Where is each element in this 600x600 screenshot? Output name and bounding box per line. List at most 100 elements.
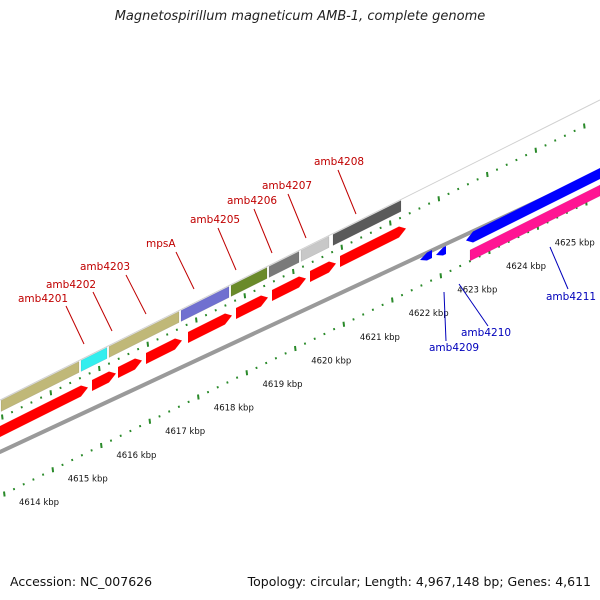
tick-mark-lower [22,483,25,486]
tick-mark-upper [457,187,460,191]
tick-mark-lower [245,370,249,376]
gene-mpsA [180,286,230,322]
leader-amb4209 [443,291,447,342]
label-amb4207: amb4207 [262,180,312,192]
cds-arrow [146,338,182,364]
tick-mark-upper [505,163,508,167]
tick-mark-lower [41,473,45,476]
tick-label: 4622 kbp [409,309,449,319]
leader-amb4206 [253,208,273,254]
track-lines [0,99,600,454]
tick-mark-upper [466,182,470,186]
tick-mark-upper [544,144,547,147]
tick-marks [1,123,588,497]
tick-mark-upper [524,153,528,157]
tick-mark-upper [243,293,247,299]
tick-mark-lower [313,337,316,341]
tick-mark-lower [342,321,346,327]
tick-mark-upper [427,202,431,205]
leader-amb4201 [65,305,85,345]
outer-track-line [0,99,600,401]
tick-mark-upper [583,123,586,129]
tick-label: 4623 kbp [457,286,497,296]
cds-arrow [340,226,406,267]
tick-label: 4625 kbp [555,238,595,248]
tick-mark-lower [206,390,210,394]
leader-amb4208 [337,169,357,215]
tick-mark-upper [340,244,344,250]
tick-mark-lower [138,424,142,428]
features [0,168,600,437]
tick-mark-upper [515,158,518,162]
tick-label: 4616 kbp [116,451,156,461]
tick-mark-upper [573,129,576,133]
tick-mark-lower [177,405,181,408]
tick-label: 4624 kbp [506,262,546,272]
tick-mark-upper [379,226,382,230]
tick-mark-upper [146,341,150,347]
gene-amb4203 [108,311,180,358]
tick-mark-lower [303,342,307,345]
tick-mark-lower [32,478,35,481]
tick-mark-lower [100,442,103,449]
label-mpsA: mpsA [146,238,176,250]
tick-mark-upper [263,284,266,288]
tick-mark-lower [332,327,336,331]
tick-mark-upper [127,352,130,356]
tick-mark-upper [39,396,43,399]
tick-mark-upper [398,216,402,220]
label-amb4205: amb4205 [190,214,240,226]
tick-mark-lower [90,449,93,452]
tick-mark-upper [185,323,188,327]
map-title: Magnetospirillum magneticum AMB-1, compl… [114,9,486,24]
tick-mark-lower [449,269,452,273]
tick-mark-lower [352,318,355,321]
tick-mark-upper [20,406,23,409]
tick-mark-upper [554,139,557,142]
tick-mark-lower [294,345,297,352]
tick-mark-upper [476,178,479,181]
leader-amb4211 [549,246,569,290]
tick-mark-lower [400,293,404,297]
tick-mark-upper [224,304,227,307]
leader-mpsA [175,251,195,290]
tick-mark-lower [381,303,384,307]
tick-mark-upper [389,220,392,226]
tick-mark-upper [98,365,101,372]
tick-mark-upper [301,265,305,268]
tick-mark-upper [563,134,567,137]
tick-mark-lower [323,332,326,336]
tick-mark-upper [272,279,276,283]
label-amb4203: amb4203 [80,261,130,273]
cds-arrow [236,295,268,319]
tick-mark-lower [439,273,443,279]
accession-text: Accession: NC_007626 [10,574,153,589]
tick-mark-upper [78,376,82,380]
leader-amb4205 [217,227,237,271]
tick-mark-upper [534,147,538,153]
tick-mark-upper [330,250,334,254]
tick-label: 4618 kbp [214,404,254,414]
tick-mark-lower [226,381,229,384]
tick-mark-upper [204,313,208,317]
tick-mark-upper [117,357,120,361]
tick-mark-lower [429,279,433,282]
tick-mark-upper [486,171,489,178]
label-amb4210: amb4210 [461,327,511,339]
tick-mark-upper [175,328,179,331]
cds-arrow [310,261,336,282]
label-amb4201: amb4201 [18,293,68,305]
tick-mark-upper [253,289,256,293]
tick-mark-upper [49,390,53,396]
feature-pink-cds [469,184,600,262]
tick-mark-upper [1,414,4,420]
tick-mark-lower [197,394,200,400]
tick-mark-upper [369,231,373,234]
tick-mark-lower [129,429,132,433]
tick-mark-upper [321,255,324,259]
leader-amb4210 [458,283,489,327]
tick-mark-upper [69,381,72,385]
gene-amb4211-arrow [466,168,600,243]
tick-mark-upper [107,362,111,365]
